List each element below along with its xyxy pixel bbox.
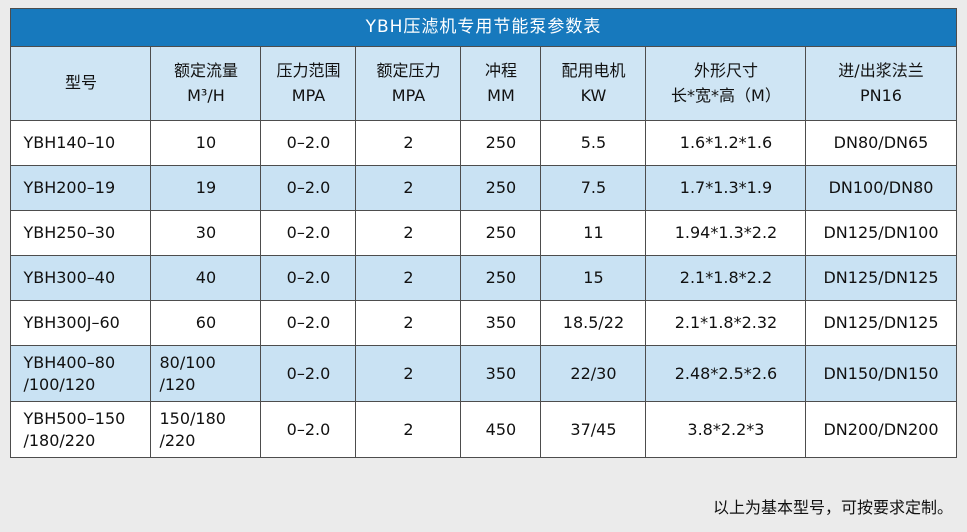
table-cell: 30 [150,210,262,256]
table-row: YBH300–40 40 0–2.0 2 250 15 2.1*1.8*2.2 DN125/D… [10,255,957,301]
table-cell: 2.1*1.8*2.32 [645,300,807,346]
table-cell: 2 [355,255,462,301]
table-cell: 1.6*1.2*1.6 [645,120,807,166]
table-cell: 250 [460,255,542,301]
column-header: 额定压力 MPA [355,46,462,121]
table-cell: 80/100 /120 [150,345,262,402]
footnote: 以上为基本型号，可按要求定制。 [712,498,953,517]
table-cell: 22/30 [540,345,647,402]
table-cell: 0–2.0 [260,255,357,301]
table-row: YBH400–80 /100/120 80/100 /120 0–2.0 2 350 22… [10,345,957,402]
table-cell: YBH500–150 /180/220 [10,401,152,458]
table-title: YBH压滤机专用节能泵参数表 [10,8,957,47]
table-cell: 0–2.0 [260,300,357,346]
table-cell: 250 [460,120,542,166]
table-row: YBH250–30 30 0–2.0 2 250 11 1.94*1.3*2.2 DN125/… [10,210,957,256]
table-cell: 3.8*2.2*3 [645,401,807,458]
table-cell: 350 [460,345,542,402]
table-cell: 2 [355,165,462,211]
table-cell: DN80/DN65 [805,120,957,166]
table-cell: DN200/DN200 [805,401,957,458]
table-cell: 2 [355,345,462,402]
column-header: 外形尺寸 长*宽*高（M） [645,46,807,121]
table-cell: 7.5 [540,165,647,211]
table-cell: 60 [150,300,262,346]
table-cell: YBH400–80 /100/120 [10,345,152,402]
table-cell: 2 [355,300,462,346]
table-cell: 1.94*1.3*2.2 [645,210,807,256]
column-header: 配用电机 KW [540,46,647,121]
table-cell: 150/180 /220 [150,401,262,458]
table-row: YBH500–150 /180/220 150/180 /220 0–2.0 2 450… [10,401,957,458]
table-cell: DN150/DN150 [805,345,957,402]
spec-table: YBH压滤机专用节能泵参数表 型号 额定流量 M³/H 压力范围 MPA 额定压力 MPA 冲… [10,8,957,458]
table-cell: YBH300–40 [10,255,152,301]
column-header: 冲程 MM [460,46,542,121]
table-row: YBH200–19 19 0–2.0 2 250 7.5 1.7*1.3*1.9 DN100/… [10,165,957,211]
column-header: 进/出浆法兰 PN16 [805,46,957,121]
column-header: 额定流量 M³/H [150,46,262,121]
title-row: YBH压滤机专用节能泵参数表 [10,8,957,47]
table-cell: 350 [460,300,542,346]
page: YBH压滤机专用节能泵参数表 型号 额定流量 M³/H 压力范围 MPA 额定压力 MPA 冲… [0,8,967,532]
table-cell: 250 [460,210,542,256]
table-cell: 250 [460,165,542,211]
column-header: 型号 [10,46,152,121]
table-cell: 450 [460,401,542,458]
header-row: 型号 额定流量 M³/H 压力范围 MPA 额定压力 MPA 冲程 MM 配用电机 KW 外形尺寸 长*… [10,46,957,121]
table-cell: 37/45 [540,401,647,458]
table-cell: 2 [355,210,462,256]
table-cell: DN125/DN100 [805,210,957,256]
table-cell: 5.5 [540,120,647,166]
table-cell: 18.5/22 [540,300,647,346]
table-cell: 2.1*1.8*2.2 [645,255,807,301]
table-row: YBH300J–60 60 0–2.0 2 350 18.5/22 2.1*1.8*2.32… [10,300,957,346]
table-cell: DN125/DN125 [805,255,957,301]
table-cell: 15 [540,255,647,301]
table-cell: 10 [150,120,262,166]
table-cell: 1.7*1.3*1.9 [645,165,807,211]
table-cell: 2 [355,120,462,166]
table-body: YBH140–10 10 0–2.0 2 250 5.5 1.6*1.2*1.6 DN80/D… [10,120,957,458]
table-cell: 2 [355,401,462,458]
table-cell: 19 [150,165,262,211]
table-cell: YBH200–19 [10,165,152,211]
table-cell: 0–2.0 [260,210,357,256]
table-cell: DN100/DN80 [805,165,957,211]
table-cell: 0–2.0 [260,120,357,166]
table-cell: 0–2.0 [260,345,357,402]
table-row: YBH140–10 10 0–2.0 2 250 5.5 1.6*1.2*1.6 DN80/D… [10,120,957,166]
table-cell: YBH250–30 [10,210,152,256]
table-cell: 0–2.0 [260,401,357,458]
column-header: 压力范围 MPA [260,46,357,121]
table-cell: YBH140–10 [10,120,152,166]
table-cell: 40 [150,255,262,301]
table-cell: DN125/DN125 [805,300,957,346]
table-cell: 11 [540,210,647,256]
table-cell: 2.48*2.5*2.6 [645,345,807,402]
table-cell: 0–2.0 [260,165,357,211]
table-cell: YBH300J–60 [10,300,152,346]
